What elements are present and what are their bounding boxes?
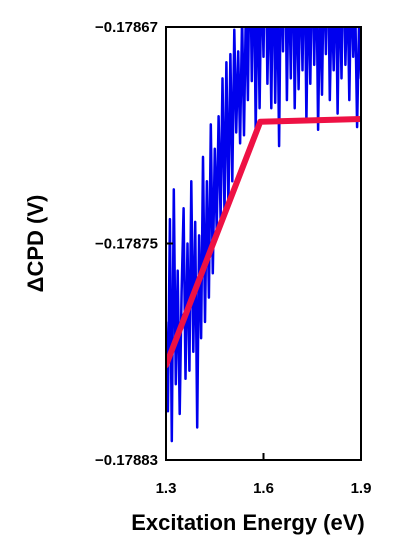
cpd-data-series xyxy=(166,27,361,443)
y-tick-label: −0.17883 xyxy=(95,452,158,469)
y-tick-label: −0.17875 xyxy=(95,236,158,253)
y-tick-label: −0.17867 xyxy=(95,19,158,36)
y-axis-title: ΔCPD (V) xyxy=(23,195,48,293)
fit-line-series xyxy=(166,116,361,369)
x-axis-title: Excitation Energy (eV) xyxy=(131,510,365,535)
x-tick-label: 1.3 xyxy=(156,480,177,497)
x-tick-label: 1.6 xyxy=(253,480,274,497)
x-tick-label: 1.9 xyxy=(351,480,372,497)
